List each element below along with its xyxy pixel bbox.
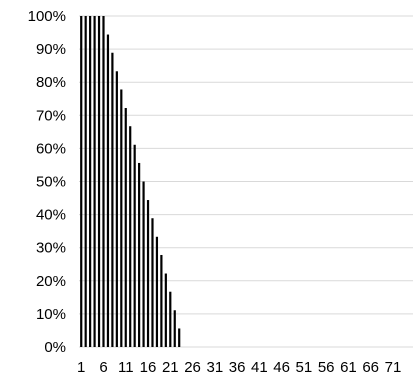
y-axis-tick-labels: 0% 10% 20% 30% 40% 50% 60% 70% 80% 90% 100%: [28, 8, 66, 356]
x-tick-label: 1: [77, 359, 85, 376]
y-tick-label: 40%: [36, 207, 66, 224]
x-tick-label: 46: [273, 359, 290, 376]
bar: [120, 89, 123, 347]
y-tick-label: 80%: [36, 74, 66, 91]
bar: [84, 16, 87, 347]
bar: [111, 52, 114, 348]
x-tick-label: 16: [140, 359, 157, 376]
bar: [138, 162, 141, 347]
bar: [160, 254, 163, 347]
bar: [97, 16, 101, 347]
x-tick-label: 6: [99, 359, 107, 376]
y-tick-label: 10%: [36, 306, 66, 323]
y-tick-label: 0%: [44, 339, 66, 356]
bar: [151, 218, 154, 347]
x-tick-label: 61: [340, 359, 357, 376]
gridlines: [79, 15, 413, 348]
x-axis-tick-labels: 1 6 11 16 21 26 31 36 41 46 51 56 61 66 71: [77, 359, 401, 376]
bars: [80, 16, 181, 348]
x-tick-label: 51: [296, 359, 313, 376]
y-tick-label: 60%: [36, 140, 66, 157]
x-tick-label: 66: [362, 359, 379, 376]
bar: [102, 16, 105, 347]
bar: [146, 200, 150, 347]
bar: [80, 16, 83, 347]
y-tick-label: 100%: [28, 8, 66, 25]
y-tick-label: 50%: [36, 174, 66, 191]
y-tick-label: 20%: [36, 273, 66, 290]
bar: [164, 273, 167, 347]
bar: [93, 16, 96, 347]
bar: [155, 236, 159, 347]
bar: [173, 310, 176, 347]
bar: [115, 71, 118, 347]
bar: [106, 34, 110, 347]
bar: [89, 16, 92, 347]
bar: [169, 291, 172, 347]
x-tick-label: 56: [318, 359, 335, 376]
x-tick-label: 11: [118, 359, 134, 376]
y-tick-label: 70%: [36, 107, 66, 124]
y-tick-label: 30%: [36, 240, 66, 257]
x-tick-label: 21: [162, 359, 179, 376]
x-tick-label: 71: [385, 359, 402, 376]
x-tick-label: 31: [206, 359, 223, 376]
bar: [129, 126, 132, 347]
x-tick-label: 26: [184, 359, 201, 376]
y-tick-label: 90%: [36, 41, 66, 58]
bar: [133, 144, 136, 347]
x-tick-label: 41: [251, 359, 268, 376]
x-tick-label: 36: [229, 359, 246, 376]
bar: [124, 108, 127, 348]
bar: [142, 181, 145, 347]
bar: [178, 328, 181, 347]
